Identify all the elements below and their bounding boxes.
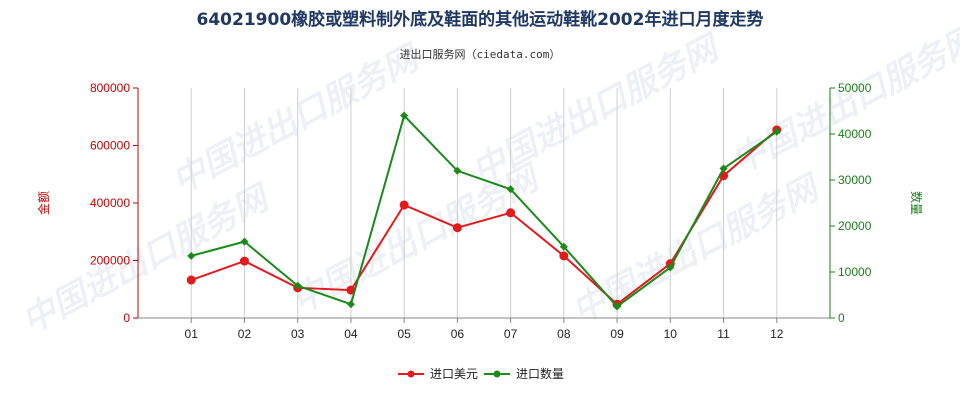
x-tick-label: 06 xyxy=(451,327,465,341)
data-point-import-qty xyxy=(240,237,249,246)
data-point-import-usd xyxy=(186,275,196,285)
data-point-import-usd xyxy=(452,223,462,233)
legend: 进口美元 进口数量 xyxy=(398,366,564,381)
data-point-import-qty xyxy=(772,127,781,136)
x-tick-label: 04 xyxy=(344,327,358,341)
y-right-tick-label: 30000 xyxy=(838,173,872,187)
y-left-tick-label: 400000 xyxy=(90,196,130,210)
data-point-import-usd xyxy=(239,256,249,266)
data-point-import-usd xyxy=(559,251,569,261)
data-point-import-qty xyxy=(559,242,568,251)
y-right-tick-label: 40000 xyxy=(838,127,872,141)
data-point-import-qty xyxy=(453,166,462,175)
series-line-import-qty xyxy=(190,113,778,308)
watermark-text: 中国进出口服务网 xyxy=(285,156,548,321)
legend-marker-import-qty xyxy=(493,370,501,378)
x-tick-label: 05 xyxy=(397,327,411,341)
data-point-import-qty xyxy=(506,185,515,194)
x-tick-label: 09 xyxy=(610,327,624,341)
legend-marker-import-usd xyxy=(407,370,415,378)
y-right-tick-label: 20000 xyxy=(838,219,872,233)
chart-subtitle: 进出口服务网（ciedata.com） xyxy=(400,47,561,61)
y-left-tick-label: 200000 xyxy=(90,254,130,268)
watermark-text: 中国进出口服务网 xyxy=(165,36,428,201)
watermark-text: 中国进出口服务网 xyxy=(15,176,278,341)
x-tick-label: 12 xyxy=(770,327,784,341)
data-point-import-qty xyxy=(719,164,728,173)
y-left-tick-label: 600000 xyxy=(90,139,130,153)
watermark-text: 中国进出口服务网 xyxy=(565,166,828,331)
series-layer xyxy=(186,111,782,311)
data-point-import-usd xyxy=(506,208,516,218)
y-left-tick-label: 800000 xyxy=(90,81,130,95)
x-tick-label: 10 xyxy=(664,327,678,341)
x-tick-label: 01 xyxy=(185,327,199,341)
data-point-import-qty xyxy=(187,251,196,260)
y-axis-left-label: 金额 xyxy=(36,191,51,215)
legend-label-import-qty: 进口数量 xyxy=(516,366,564,381)
data-point-import-qty xyxy=(666,263,675,272)
x-tick-label: 02 xyxy=(238,327,252,341)
y-right-tick-label: 10000 xyxy=(838,265,872,279)
y-right-tick-label: 0 xyxy=(838,311,845,325)
x-tick-label: 07 xyxy=(504,327,518,341)
legend-label-import-usd: 进口美元 xyxy=(430,367,478,381)
data-point-import-usd xyxy=(399,200,409,210)
chart-title: 64021900橡胶或塑料制外底及鞋面的其他运动鞋靴2002年进口月度走势 xyxy=(197,9,764,30)
y-axis-right-label: 数量 xyxy=(909,191,924,215)
data-point-import-qty xyxy=(293,281,302,290)
x-tick-label: 03 xyxy=(291,327,305,341)
x-tick-label: 11 xyxy=(717,327,730,341)
data-point-import-qty xyxy=(346,300,355,309)
data-point-import-qty xyxy=(613,302,622,311)
x-tick-label: 08 xyxy=(557,327,571,341)
axes: 0 200000 400000 600000 800000 0 10000 20000 3000… xyxy=(90,81,872,341)
data-point-import-usd xyxy=(346,285,356,295)
y-left-tick-label: 0 xyxy=(123,311,130,325)
data-point-import-qty xyxy=(400,111,409,120)
watermark-text: 中国进出口服务网 xyxy=(725,16,960,181)
y-right-tick-label: 50000 xyxy=(838,81,872,95)
